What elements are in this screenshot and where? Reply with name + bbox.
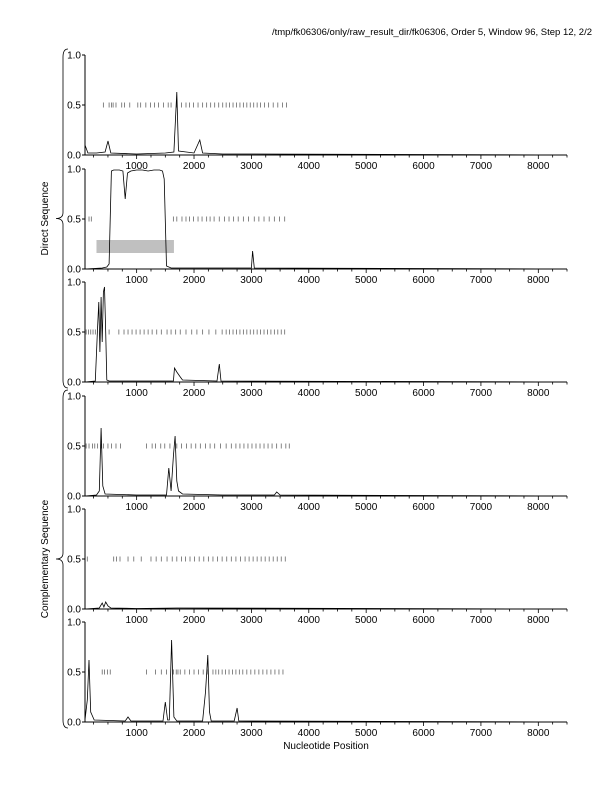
x-tick-label: 6000 [412,728,435,739]
group-label: Direct Sequence [40,181,51,255]
x-tick-label: 8000 [527,615,550,626]
x-tick-label: 4000 [298,728,321,739]
y-tick-label: 0.0 [67,605,81,616]
x-tick-label: 7000 [470,388,493,399]
y-tick-label: 0.5 [67,328,81,339]
y-tick-label: 1.0 [67,505,81,516]
highlight-band [96,240,174,253]
x-tick-label: 2000 [183,161,206,172]
group-2: Complementary Sequence [40,389,69,729]
x-tick-label: 1000 [126,161,149,172]
y-tick-label: 0.5 [67,555,81,566]
x-tick-label: 8000 [527,728,550,739]
x-tick-label: 5000 [355,161,378,172]
panel-1: 0.0 0.5 1.0 1000 2000 3000 4000 5000 6000 7000 800… [67,51,568,172]
y-tick-label: 1.0 [67,392,81,403]
x-tick-label: 2000 [183,388,206,399]
x-tick-label: 6000 [412,275,435,286]
header-text: /tmp/fk06306/only/raw_result_dir/fk06306… [272,27,592,38]
x-tick-label: 3000 [240,388,263,399]
x-tick-label: 8000 [527,161,550,172]
x-tick-label: 6000 [412,502,435,513]
panel-5: 0.0 0.5 1.0 1000 2000 3000 4000 5000 6000 7000 800… [67,505,568,626]
x-tick-label: 3000 [240,615,263,626]
group-brace [55,48,69,389]
group-brace [55,389,69,729]
x-tick-label: 3000 [240,275,263,286]
x-tick-label: 7000 [470,615,493,626]
x-tick-label: 3000 [240,728,263,739]
panel-2: 0.0 0.5 1.0 1000 2000 3000 4000 5000 6000 7000 800… [67,165,568,286]
panel-4: 0.0 0.5 1.0 1000 2000 3000 4000 5000 6000 7000 800… [67,392,568,513]
x-tick-label: 2000 [183,502,206,513]
x-tick-label: 4000 [298,388,321,399]
x-tick-label: 1000 [126,728,149,739]
x-tick-label: 3000 [240,502,263,513]
x-tick-label: 7000 [470,161,493,172]
group-1: Direct Sequence [40,48,69,389]
y-tick-label: 0.0 [67,265,81,276]
x-axis-title: Nucleotide Position [283,741,369,752]
y-tick-label: 0.0 [67,151,81,162]
group-label: Complementary Sequence [40,499,51,618]
group-braces: Direct Sequence Complementary Sequence [40,48,69,729]
y-tick-label: 1.0 [67,51,81,62]
x-tick-label: 6000 [412,615,435,626]
x-tick-label: 5000 [355,502,378,513]
x-tick-label: 4000 [298,502,321,513]
y-tick-label: 0.0 [67,378,81,389]
x-tick-label: 5000 [355,275,378,286]
x-tick-label: 8000 [527,275,550,286]
panels: 0.0 0.5 1.0 1000 2000 3000 4000 5000 6000 7000 800… [67,51,568,739]
x-tick-label: 4000 [298,161,321,172]
series-line [84,639,568,723]
x-tick-label: 8000 [527,388,550,399]
y-tick-label: 0.5 [67,101,81,112]
y-tick-label: 0.5 [67,442,81,453]
series-line [84,601,568,610]
y-tick-label: 1.0 [67,165,81,176]
series-line [84,91,568,156]
x-tick-label: 2000 [183,275,206,286]
x-tick-label: 6000 [412,161,435,172]
x-tick-label: 7000 [470,275,493,286]
x-tick-label: 7000 [470,502,493,513]
y-tick-label: 0.0 [67,492,81,503]
x-tick-label: 1000 [126,502,149,513]
x-tick-label: 6000 [412,388,435,399]
x-tick-label: 4000 [298,615,321,626]
x-tick-label: 1000 [126,275,149,286]
x-tick-label: 1000 [126,388,149,399]
series-line [84,427,568,497]
x-tick-label: 4000 [298,275,321,286]
x-tick-label: 7000 [470,728,493,739]
series-line [84,169,568,270]
y-tick-label: 0.0 [67,718,81,729]
x-tick-label: 2000 [183,615,206,626]
panel-6: 0.0 0.5 1.0 1000 2000 3000 4000 5000 6000 7000 800… [67,618,568,739]
y-tick-label: 1.0 [67,278,81,289]
y-tick-label: 0.5 [67,215,81,226]
y-tick-label: 1.0 [67,618,81,629]
x-tick-label: 1000 [126,615,149,626]
x-tick-label: 5000 [355,615,378,626]
x-tick-label: 5000 [355,728,378,739]
x-tick-label: 3000 [240,161,263,172]
x-tick-label: 5000 [355,388,378,399]
x-tick-label: 8000 [527,502,550,513]
series-line [84,286,568,383]
x-tick-label: 2000 [183,728,206,739]
panel-3: 0.0 0.5 1.0 1000 2000 3000 4000 5000 6000 7000 800… [67,278,568,399]
y-tick-label: 0.5 [67,668,81,679]
